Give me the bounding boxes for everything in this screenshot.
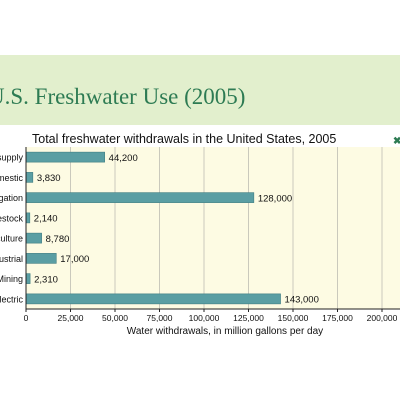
chart-corner-marker: ✖ (393, 136, 400, 147)
chart-title: Total freshwater withdrawals in the Unit… (32, 132, 336, 146)
x-tick-label: 200,000 (367, 313, 398, 323)
category-label: Aquaculture (0, 234, 23, 244)
x-axis-label: Water withdrawals, in million gallons pe… (127, 326, 323, 337)
x-tick-label: 50,000 (102, 313, 128, 323)
x-tick-label: 25,000 (58, 313, 84, 323)
category-label: Livestock (0, 213, 23, 223)
bar (25, 192, 255, 203)
x-tick-label: 175,000 (322, 313, 353, 323)
x-tick-label: 125,000 (233, 313, 264, 323)
category-label: Domestic (0, 173, 23, 183)
plot-area (26, 147, 400, 309)
bar (25, 212, 31, 224)
x-tick-label: 150,000 (278, 313, 309, 323)
value-label: 44,200 (109, 153, 138, 164)
bar (25, 172, 34, 183)
bar-chart: Total freshwater withdrawals in the Unit… (0, 132, 400, 337)
value-label: 2,140 (34, 214, 58, 225)
x-tick-label: 75,000 (147, 313, 173, 323)
bar (25, 293, 281, 305)
value-label: 17,000 (60, 254, 89, 265)
value-label: 8,780 (46, 234, 70, 245)
value-label: 2,310 (34, 274, 58, 285)
category-label: Mining (0, 274, 23, 284)
category-label: Industrial (0, 254, 23, 264)
category-label: Irrigation (0, 193, 23, 203)
slide-title: U.S. Freshwater Use (2005) (0, 84, 246, 109)
x-tick-label: 100,000 (189, 313, 220, 323)
x-tick-label: 0 (24, 313, 29, 323)
title-banner (0, 55, 400, 125)
value-label: 128,000 (258, 193, 292, 204)
value-label: 3,830 (37, 173, 61, 184)
bar (25, 253, 57, 264)
bar (25, 151, 105, 163)
category-label: Thermoelectric (0, 294, 23, 304)
bar (25, 273, 31, 284)
value-label: 143,000 (285, 295, 319, 306)
bar (25, 232, 42, 244)
category-label: Public supply (0, 153, 23, 163)
